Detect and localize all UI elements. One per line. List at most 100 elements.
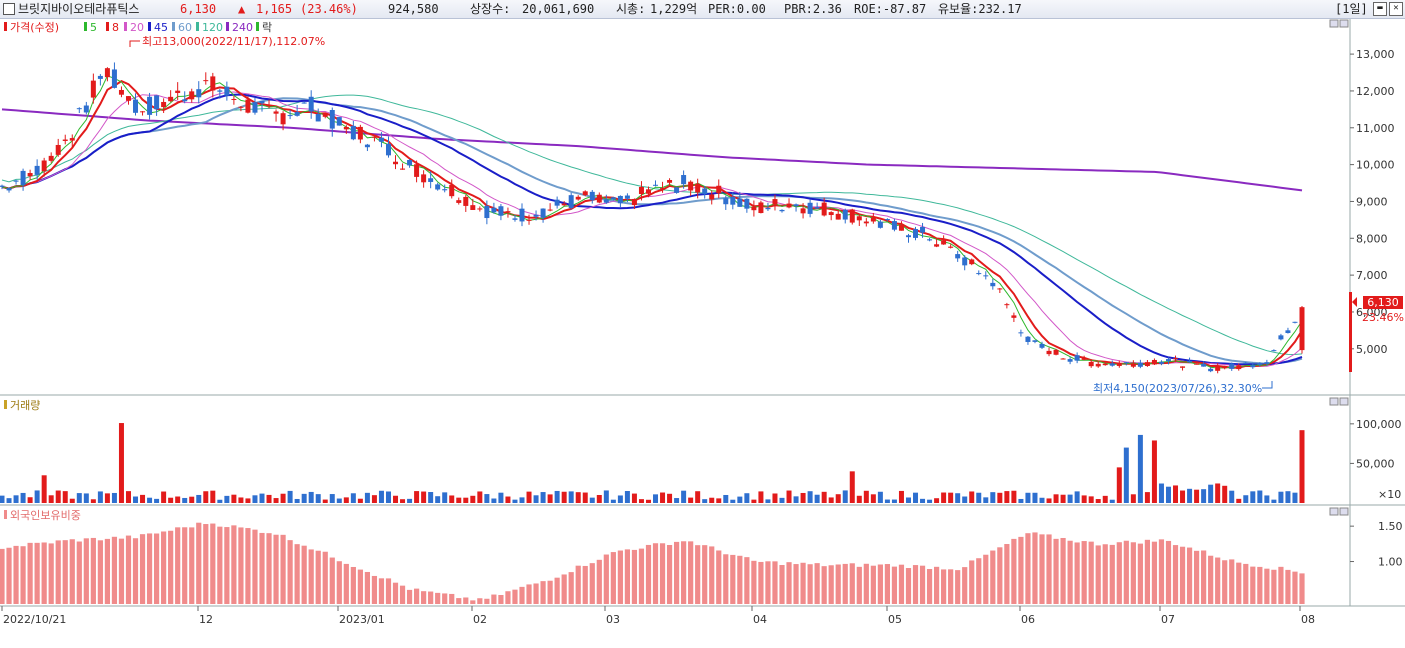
volume-bar bbox=[1201, 489, 1207, 503]
foreign-bar bbox=[1116, 542, 1122, 604]
candle-body bbox=[55, 144, 61, 155]
candle-body bbox=[371, 136, 377, 138]
candle-body bbox=[758, 202, 764, 214]
foreign-bar bbox=[111, 536, 118, 604]
foreign-bar bbox=[196, 522, 202, 604]
volume-bar bbox=[161, 491, 167, 503]
foreign-bar bbox=[20, 546, 26, 604]
volume-bar bbox=[90, 499, 96, 503]
candle-body bbox=[69, 138, 75, 141]
candle-body bbox=[428, 178, 434, 182]
candle-body bbox=[1257, 363, 1263, 365]
price-legend: 가격(수정) 5 8 20 45 60 120 240 락 bbox=[4, 21, 272, 34]
period-selector[interactable]: [1일] bbox=[1335, 2, 1368, 16]
candle-body bbox=[1018, 332, 1024, 334]
candle-body bbox=[667, 179, 673, 183]
foreign-bar bbox=[1229, 559, 1235, 604]
volume-bar bbox=[350, 493, 356, 503]
foreign-bar bbox=[435, 592, 441, 604]
candle-body bbox=[835, 213, 841, 220]
volume-bar bbox=[477, 491, 483, 503]
candle-body bbox=[533, 214, 539, 217]
foreign-bar bbox=[1144, 539, 1151, 604]
panel-maximize-icon[interactable] bbox=[1339, 397, 1349, 406]
candle-body bbox=[976, 273, 982, 275]
foreign-bar bbox=[399, 585, 406, 604]
foreign-bar bbox=[1088, 541, 1094, 604]
candle-body bbox=[709, 194, 715, 200]
panel-maximize-icon[interactable] bbox=[1339, 507, 1349, 516]
candle-body bbox=[477, 208, 483, 210]
candle-body bbox=[653, 184, 659, 186]
foreign-bar bbox=[695, 545, 701, 604]
panel-minimize-icon[interactable] bbox=[1329, 507, 1339, 516]
foreign-bar bbox=[1278, 566, 1284, 604]
candle-body bbox=[842, 209, 848, 220]
volume-bar bbox=[1067, 494, 1073, 503]
panel-minimize-icon[interactable] bbox=[1329, 397, 1339, 406]
candle-body bbox=[1088, 361, 1094, 367]
volume-bar bbox=[772, 493, 778, 503]
legend-ma5: 5 bbox=[90, 21, 97, 34]
candle-body bbox=[1165, 359, 1171, 362]
foreign-bar bbox=[884, 564, 891, 604]
candle-body bbox=[856, 216, 862, 221]
candle-body bbox=[1123, 362, 1129, 364]
foreign-bar bbox=[456, 598, 462, 604]
volume-bar bbox=[681, 490, 687, 503]
candle-body bbox=[617, 195, 623, 204]
stock-name: 브릿지바이오테라퓨틱스 bbox=[18, 2, 140, 16]
candle-body bbox=[962, 257, 968, 266]
volume-bar bbox=[835, 494, 841, 503]
candle-body bbox=[442, 189, 448, 191]
candle-body bbox=[385, 143, 391, 156]
foreign-bar bbox=[484, 598, 490, 604]
axis-labels: 5,000 6,000 7,000 8,000 9,000 10,000 11,000 12,… bbox=[1, 48, 1403, 626]
legend-price: 가격(수정) bbox=[10, 21, 59, 34]
foreign-bar bbox=[118, 538, 125, 604]
foreign-bar bbox=[681, 541, 687, 604]
volume-bar bbox=[1011, 490, 1017, 503]
volume-bar bbox=[1187, 488, 1193, 503]
volume-bar bbox=[1257, 490, 1263, 503]
foreign-bar bbox=[1165, 540, 1172, 604]
volume-bar bbox=[990, 492, 996, 503]
volume-bar bbox=[336, 498, 342, 503]
foreign-bar bbox=[428, 591, 434, 604]
volume-bar bbox=[76, 493, 82, 503]
candle-body bbox=[920, 226, 926, 233]
panel-maximize-icon[interactable] bbox=[1339, 19, 1349, 28]
candle-body bbox=[561, 203, 567, 206]
foreign-bar bbox=[540, 581, 546, 604]
candle-body bbox=[934, 244, 940, 247]
foreign-bar bbox=[863, 563, 869, 604]
volume-bar bbox=[498, 492, 504, 503]
volume-bar bbox=[927, 499, 933, 503]
foreign-bar bbox=[1046, 534, 1052, 604]
panel-minimize-icon[interactable] bbox=[1329, 19, 1339, 28]
candle-body bbox=[807, 202, 813, 214]
foreign-bar bbox=[737, 555, 743, 604]
minimize-button[interactable]: ▬ bbox=[1373, 2, 1387, 16]
foreign-bar bbox=[1004, 544, 1010, 604]
foreign-bar bbox=[919, 565, 926, 604]
volume-bar bbox=[463, 497, 469, 503]
panel-controls[interactable] bbox=[1329, 19, 1349, 516]
volume-bar bbox=[870, 494, 876, 503]
candle-body bbox=[997, 288, 1003, 290]
candle-body bbox=[1025, 336, 1031, 342]
volume-bar bbox=[421, 491, 427, 503]
volume-bar bbox=[1137, 434, 1143, 503]
high-pointer-icon bbox=[129, 40, 140, 47]
foreign-bar bbox=[589, 563, 595, 604]
foreign-bar bbox=[709, 546, 715, 604]
select-checkbox[interactable] bbox=[3, 3, 15, 15]
volume-bar bbox=[1278, 491, 1284, 503]
close-button[interactable]: ✕ bbox=[1389, 2, 1403, 16]
candle-body bbox=[104, 68, 110, 78]
candle-body bbox=[730, 196, 736, 205]
candle-body bbox=[1067, 359, 1073, 362]
candle-body bbox=[414, 164, 420, 177]
volume-bar bbox=[505, 496, 511, 503]
